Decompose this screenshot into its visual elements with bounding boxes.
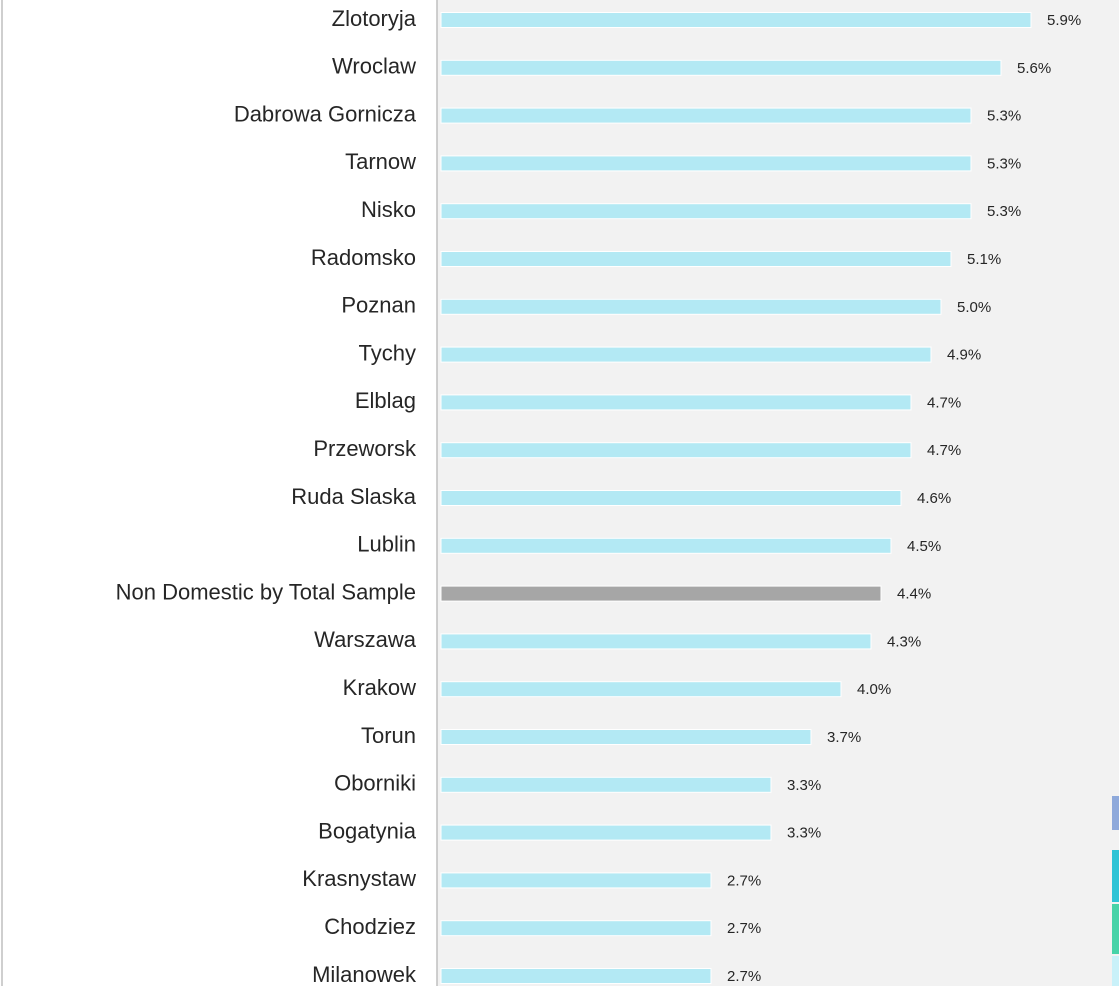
category-label: Krakow [343,675,416,700]
value-label: 5.0% [957,299,991,316]
category-label: Przeworsk [313,436,417,461]
category-label: Tarnow [345,149,416,174]
value-label: 2.7% [727,872,761,889]
category-label: Bogatynia [318,818,417,843]
category-label: Krasnystaw [302,866,416,891]
value-label: 4.7% [927,442,961,459]
category-label: Torun [361,723,416,748]
value-label: 4.5% [907,538,941,555]
category-label: Oborniki [334,771,416,796]
category-label: Radomsko [311,245,416,270]
bar [440,203,972,220]
category-label: Tychy [359,340,416,365]
bar [440,633,872,650]
category-label: Wroclaw [332,54,416,79]
value-label: 5.9% [1047,12,1081,29]
bar [440,968,712,984]
category-label: Ruda Slaska [291,484,417,509]
value-label: 5.3% [987,155,1021,172]
value-label: 2.7% [727,920,761,937]
value-label: 5.3% [987,203,1021,220]
value-label: 4.6% [917,490,951,507]
category-label: Dabrowa Gornicza [234,101,417,126]
bar [440,251,952,267]
bar [440,824,772,841]
bar [440,490,902,506]
value-label: 3.7% [827,729,861,746]
bar [440,346,932,363]
side-strip [1112,956,1119,986]
bar [440,12,1032,28]
value-label: 4.3% [887,633,921,650]
value-label: 4.0% [857,681,891,698]
value-label: 5.3% [987,108,1021,125]
category-label: Non Domestic by Total Sample [116,579,416,604]
bar [440,59,1002,76]
category-label: Elblag [355,388,416,413]
category-label: Chodziez [324,914,416,939]
bar [440,442,912,459]
category-label: Milanowek [312,962,417,986]
bar [440,394,912,411]
category-label: Poznan [341,293,416,318]
side-strip [1112,796,1119,830]
value-label: 3.3% [787,777,821,794]
value-label: 4.7% [927,394,961,411]
bar [440,681,842,698]
value-label: 5.6% [1017,60,1051,77]
side-strip [1112,850,1119,902]
bar [440,537,892,554]
value-label: 5.1% [967,251,1001,268]
value-label: 3.3% [787,825,821,842]
bar [440,298,942,315]
value-label: 4.4% [897,586,931,603]
category-label: Nisko [361,197,416,222]
bar [440,729,812,745]
value-label: 4.9% [947,347,981,364]
category-label: Warszawa [314,627,417,652]
category-label: Zlotoryja [332,6,417,31]
bar [440,776,772,793]
value-label: 2.7% [727,968,761,985]
category-label: Lublin [357,532,416,557]
bar [440,585,882,602]
bar [440,107,972,124]
bar [440,920,712,937]
bar [440,155,972,172]
bar [440,872,712,889]
side-strip [1112,904,1119,954]
